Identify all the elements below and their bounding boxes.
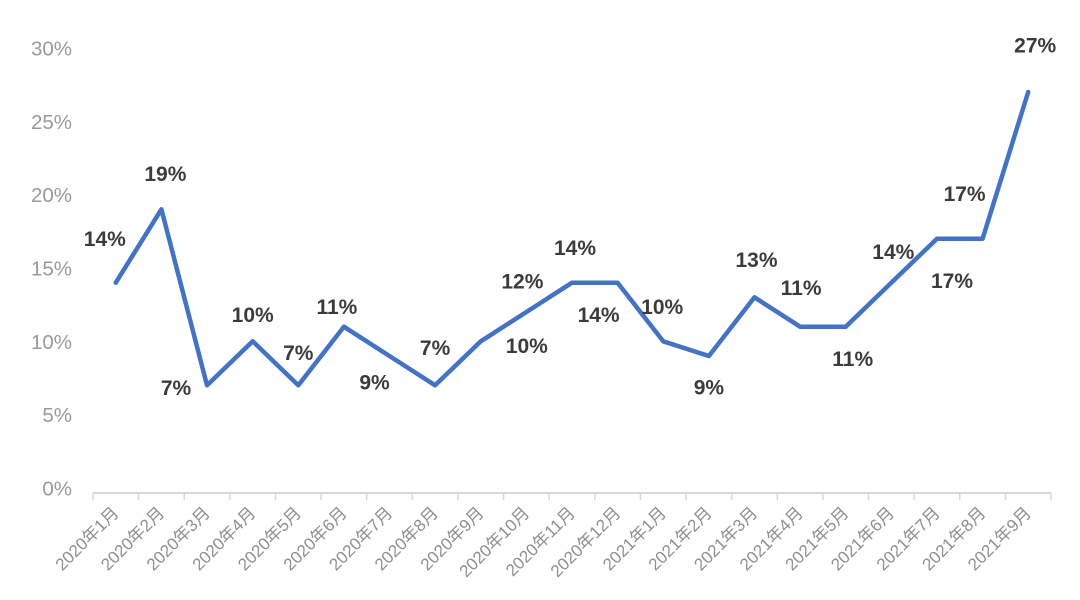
data-point-label: 10% (232, 304, 274, 327)
data-point-label: 9% (359, 372, 390, 395)
y-axis-label: 0% (42, 478, 72, 501)
data-point-label: 11% (316, 296, 357, 319)
y-axis-label: 25% (31, 111, 72, 134)
data-point-label: 14% (554, 237, 596, 260)
data-point-label: 14% (84, 228, 126, 251)
data-point-label: 11% (832, 348, 873, 371)
data-point-label: 12% (501, 271, 543, 294)
data-point-label: 10% (641, 296, 683, 319)
y-axis: 0% 5% 10% 15% 20% 25% 30% (31, 38, 72, 501)
data-point-label: 19% (144, 163, 186, 186)
x-axis: 2020年1月2020年2月2020年3月2020年4月2020年5月2020年… (52, 492, 1052, 581)
series-line (113, 89, 1031, 388)
data-point-label: 27% (1014, 35, 1056, 58)
data-point-label: 7% (283, 342, 314, 365)
data-point-label: 14% (872, 241, 914, 264)
y-axis-label: 5% (42, 404, 72, 427)
y-axis-label: 30% (31, 38, 72, 61)
data-point-label: 13% (735, 249, 777, 272)
data-point-label: 11% (781, 277, 822, 300)
data-point-label: 14% (578, 304, 620, 327)
y-axis-label: 10% (31, 331, 72, 354)
data-labels: 14%19%7%10%7%11%9%7% 10%12%14%14% 10%9%13%… (84, 35, 1057, 400)
data-point-label: 10% (506, 335, 548, 358)
data-point-label: 17% (944, 183, 986, 206)
data-point-label: 9% (694, 377, 725, 400)
y-axis-label: 20% (31, 184, 72, 207)
y-axis-label: 15% (31, 258, 72, 281)
data-point-label: 7% (420, 337, 451, 360)
data-point-label: 17% (931, 270, 973, 293)
data-point-label: 7% (161, 377, 192, 400)
